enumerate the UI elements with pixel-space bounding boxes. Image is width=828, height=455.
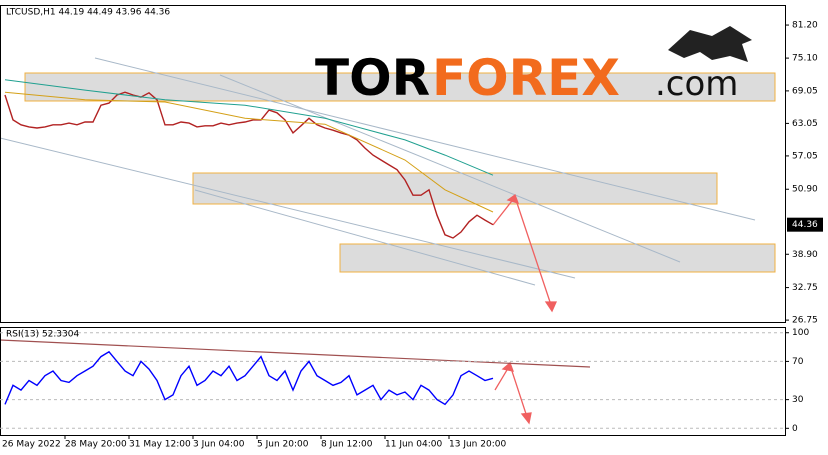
channel-line	[94, 57, 756, 221]
series-line	[4, 79, 494, 176]
pane-title: RSI(13) 52.3304	[6, 330, 79, 340]
channel-lines	[0, 57, 756, 286]
arrow-head	[506, 193, 520, 204]
y-tick-label: 0	[792, 424, 798, 434]
x-tick-label: 31 May 12:00	[129, 440, 191, 450]
x-tick-label: 11 Jun 04:00	[385, 440, 442, 450]
y-tick-label: 50.90	[792, 185, 818, 195]
x-tick-label: 26 May 2022	[2, 440, 61, 450]
y-tick-label: 69.05	[792, 86, 818, 96]
y-tick-label: 81.20	[792, 21, 818, 31]
logo-suffix: .com	[655, 64, 738, 104]
forecast-arrows	[492, 193, 558, 425]
y-tick-label: 57.05	[792, 151, 818, 161]
x-tick-label: 13 Jun 20:00	[449, 440, 506, 450]
series-line	[4, 91, 494, 213]
y-tick-label: 100	[792, 328, 809, 338]
price-label: 44.36	[792, 220, 818, 230]
x-tick-label: 5 Jun 20:00	[257, 440, 309, 450]
x-tick-label: 28 May 20:00	[65, 440, 127, 450]
y-tick-label: 30	[792, 395, 804, 405]
middle-zone	[192, 172, 718, 205]
channel-line	[0, 137, 576, 279]
price-label-box	[787, 217, 823, 232]
y-tick-label: 26.75	[792, 316, 818, 326]
x-tick-label: 8 Jun 12:00	[321, 440, 373, 450]
pane-frame	[0, 5, 786, 323]
rsi-trendline	[0, 339, 591, 368]
arrow-head	[520, 412, 532, 425]
arrow-head	[544, 301, 558, 313]
resistance-zone	[24, 72, 776, 102]
logo-color: FOREX	[432, 49, 620, 107]
channel-line	[194, 189, 536, 286]
y-tick-label: 32.75	[792, 283, 818, 293]
support-zone	[339, 243, 776, 273]
pane-title: LTCUSD,H1 44.19 44.49 43.96 44.36	[6, 8, 170, 18]
pane-frame	[0, 327, 786, 436]
y-tick-label: 75.10	[792, 54, 818, 64]
logo: TOR FOREX .com	[315, 26, 752, 107]
y-tick-label: 38.90	[792, 250, 818, 260]
y-tick-label: 63.05	[792, 119, 818, 129]
series-line	[4, 350, 494, 406]
series-line	[4, 91, 494, 239]
logo-dark: TOR	[315, 49, 430, 107]
bull-icon	[668, 26, 752, 62]
x-tick-label: 3 Jun 04:00	[193, 440, 245, 450]
arrow-head	[501, 361, 515, 372]
channel-line	[219, 74, 681, 263]
y-tick-label: 70	[792, 357, 804, 367]
